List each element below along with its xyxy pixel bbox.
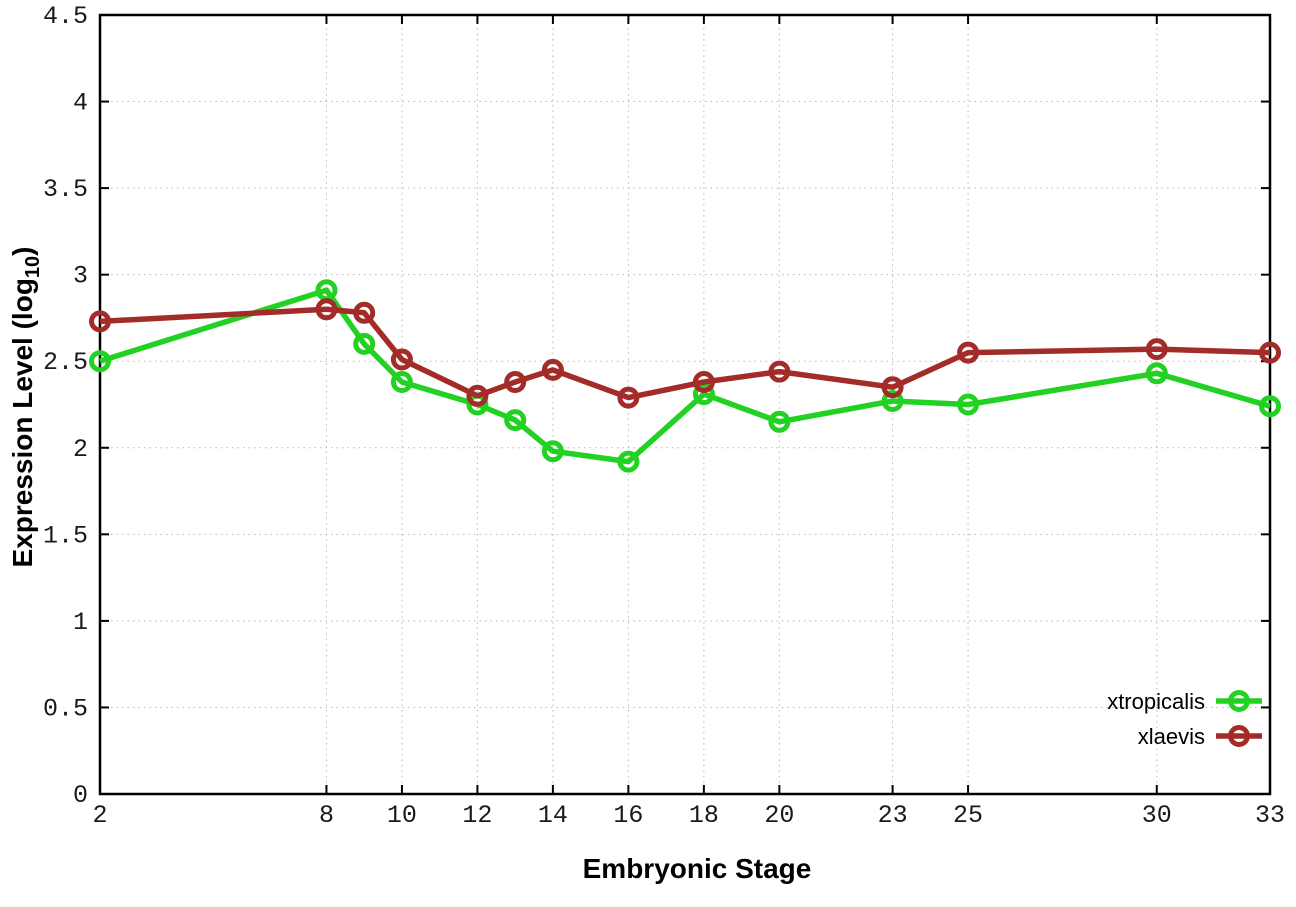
y-axis-label-main: Expression Level (log [7, 278, 38, 567]
y-tick-label: 4.5 [43, 2, 88, 31]
data-point-xtropicalis [1145, 362, 1168, 385]
x-tick-label: 18 [689, 801, 719, 830]
x-tick-label: 8 [319, 801, 334, 830]
data-point-xlaevis [466, 384, 489, 407]
x-tick-label: 12 [462, 801, 492, 830]
data-point-xtropicalis [957, 393, 980, 416]
x-tick-label: 14 [538, 801, 568, 830]
data-point-xlaevis [541, 358, 564, 381]
legend-marker-xtropicalis [1228, 690, 1250, 712]
y-tick-label: 4 [73, 89, 88, 118]
legend-marker-xlaevis [1228, 725, 1250, 747]
data-point-xlaevis [957, 341, 980, 364]
y-tick-label: 2.5 [43, 348, 88, 377]
data-point-xtropicalis [89, 350, 111, 373]
data-point-xtropicalis [541, 440, 564, 463]
data-point-xtropicalis [881, 390, 904, 412]
data-point-xlaevis [89, 310, 111, 333]
data-point-xtropicalis [353, 332, 376, 355]
plot-border [98, 13, 1272, 796]
data-point-xtropicalis [1259, 395, 1281, 418]
data-point-xlaevis [881, 376, 904, 399]
x-tick-label: 25 [953, 801, 983, 830]
x-tick-label: 10 [387, 801, 417, 830]
y-tick-label: 0.5 [43, 694, 88, 723]
data-point-xlaevis [315, 298, 338, 321]
legend-label-xlaevis: xlaevis [1138, 724, 1205, 749]
legend-label-xtropicalis: xtropicalis [1107, 689, 1205, 714]
data-point-xlaevis [390, 348, 413, 371]
data-point-xtropicalis [692, 383, 715, 406]
series-line-xtropicalis [99, 287, 1271, 465]
data-point-xlaevis [353, 301, 376, 324]
y-tick-label: 0 [73, 781, 88, 810]
data-point-xtropicalis [768, 410, 791, 433]
x-tick-label: 30 [1142, 801, 1172, 830]
data-point-xtropicalis [504, 409, 527, 432]
data-point-xlaevis [1259, 341, 1281, 364]
y-tick-label: 1 [73, 608, 88, 637]
x-tick-label: 33 [1255, 801, 1285, 830]
data-point-xlaevis [768, 360, 791, 383]
x-axis-label: Embryonic Stage [583, 853, 812, 884]
data-point-xlaevis [617, 386, 640, 409]
y-tick-label: 1.5 [43, 521, 88, 550]
y-tick-label: 2 [73, 435, 88, 464]
data-point-xtropicalis [617, 450, 640, 473]
y-axis-label-subscript: 10 [22, 256, 44, 278]
x-tick-label: 23 [878, 801, 908, 830]
data-point-xlaevis [1145, 338, 1168, 361]
data-point-xlaevis [504, 371, 527, 393]
x-tick-label: 2 [92, 801, 107, 830]
y-tick-label: 3.5 [43, 175, 88, 204]
data-point-xlaevis [692, 371, 715, 393]
y-axis-label-end: ) [7, 247, 38, 256]
data-point-xtropicalis [390, 371, 413, 393]
x-tick-label: 20 [764, 801, 794, 830]
x-tick-label: 16 [613, 801, 643, 830]
y-tick-label: 3 [73, 262, 88, 291]
y-axis-label: Expression Level (log10) [7, 247, 44, 568]
